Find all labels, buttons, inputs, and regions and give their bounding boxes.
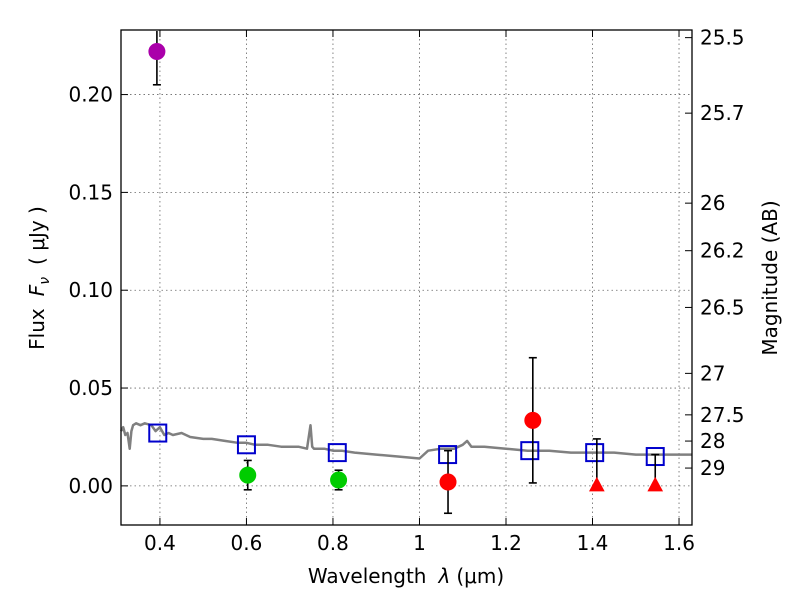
- observed-point: [239, 466, 257, 484]
- ticks-layer: [121, 30, 692, 525]
- plot-frame: [120, 29, 693, 526]
- upper-limit-marker: [588, 476, 605, 492]
- y-axis-title-prefix: Flux: [25, 308, 49, 350]
- mag-tick-label: 28: [700, 429, 725, 453]
- x-axis-title-prefix: Wavelength: [308, 564, 427, 588]
- y-axis-unit: ( μJy ): [25, 206, 49, 265]
- x-axis-symbol: λ: [438, 564, 451, 588]
- model-band-square: [585, 443, 605, 463]
- y2-axis-title: Magnitude (AB): [758, 200, 782, 355]
- points-layer: [148, 31, 665, 515]
- mag-tick-label: 25.7: [700, 101, 745, 125]
- model-spectrum-line: [119, 422, 692, 460]
- y-tick-label: 0.15: [68, 180, 113, 204]
- upper-limit-marker: [647, 476, 664, 492]
- mag-tick-label: 27: [700, 361, 725, 385]
- x-tick-label: 1: [413, 531, 426, 555]
- observed-point: [439, 473, 457, 491]
- y-axis-title: Flux Fν ( μJy ): [25, 206, 53, 350]
- y-tick-label: 0.10: [68, 278, 113, 302]
- observed-point: [330, 471, 348, 489]
- y-axis-symbol: F: [25, 284, 49, 296]
- y-axis-subscript: ν: [37, 277, 53, 285]
- y-tick-label: 0.20: [68, 83, 113, 107]
- x-axis-unit: (μm): [456, 564, 504, 588]
- grid-layer: [121, 30, 692, 525]
- y-tick-label: 0.05: [68, 376, 113, 400]
- mag-tick-label: 25.5: [700, 26, 745, 50]
- x-tick-label: 1.6: [663, 531, 695, 555]
- model-band-square: [236, 435, 256, 455]
- mag-tick-label: 27.5: [700, 403, 745, 427]
- tick-labels-layer: 0.4 0.6 0.8 1 1.2 1.4 1.6 0.00 0.05 0.10 0.15 0.20 2…: [68, 26, 744, 555]
- model-band-square: [520, 441, 540, 461]
- model-band-square: [148, 423, 168, 443]
- mag-tick-label: 26.2: [700, 239, 745, 263]
- y-tick-label: 0.00: [68, 474, 113, 498]
- mag-tick-label: 26.5: [700, 295, 745, 319]
- mag-tick-label: 29: [700, 456, 725, 480]
- model-layer: [119, 422, 692, 460]
- observed-point: [148, 43, 166, 61]
- x-tick-label: 0.6: [231, 531, 263, 555]
- x-tick-label: 0.8: [317, 531, 349, 555]
- x-axis-title: Wavelength λ (μm): [308, 564, 504, 588]
- mag-tick-label: 26: [700, 191, 725, 215]
- observed-point: [524, 411, 542, 429]
- x-tick-label: 0.4: [144, 531, 176, 555]
- model-band-square: [327, 443, 347, 463]
- x-tick-label: 1.4: [577, 531, 609, 555]
- x-tick-label: 1.2: [490, 531, 522, 555]
